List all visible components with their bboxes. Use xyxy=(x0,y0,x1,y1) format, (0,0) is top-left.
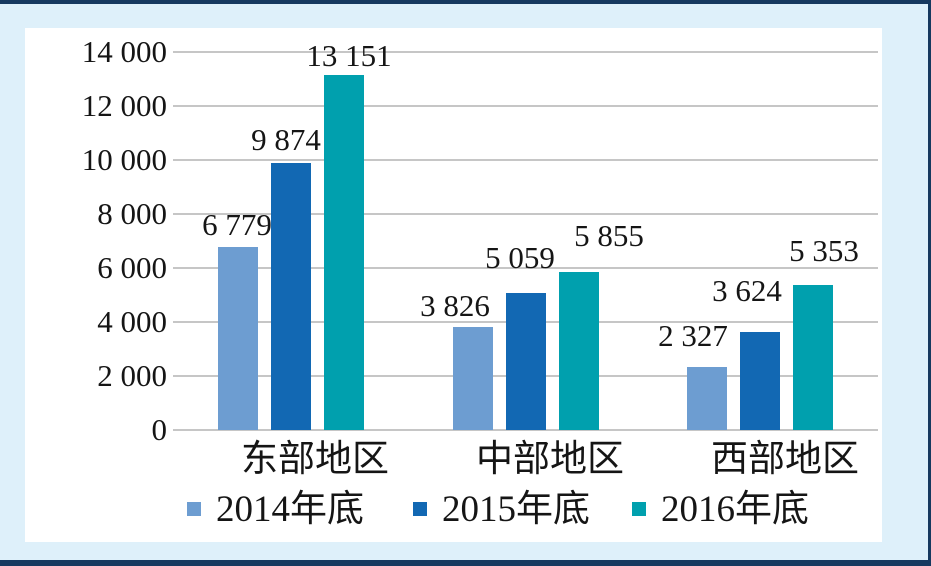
y-axis-tick-label-8000: 8 000 xyxy=(97,196,167,231)
bar-2015年底-东部地区 xyxy=(271,163,311,430)
gridline-10000 xyxy=(173,159,878,161)
data-label-2015年底-中部地区: 5 059 xyxy=(485,240,555,276)
data-label-2014年底-西部地区: 2 327 xyxy=(658,318,728,354)
legend-swatch-2015 xyxy=(413,502,427,516)
gridline-6000 xyxy=(173,267,878,269)
bar-2014年底-东部地区 xyxy=(218,246,258,430)
y-axis-tick-label-14000: 14 000 xyxy=(81,34,167,69)
y-axis-tick-label-12000: 12 000 xyxy=(81,88,167,123)
legend-label-2015: 2015年底 xyxy=(442,488,590,530)
y-axis-tick-label-10000: 10 000 xyxy=(81,142,167,177)
legend-swatch-2014 xyxy=(187,502,201,516)
gridline-0 xyxy=(173,429,878,431)
category-label-west: 西部地区 xyxy=(711,439,859,480)
legend-item-2016: 2016年底 xyxy=(632,491,809,528)
y-axis-tick-label-2000: 2 000 xyxy=(97,358,167,393)
category-label-east: 东部地区 xyxy=(241,439,389,480)
data-label-2014年底-中部地区: 3 826 xyxy=(420,287,490,323)
gridline-8000 xyxy=(173,213,878,215)
frame-border-top xyxy=(0,0,931,4)
frame-border-right xyxy=(928,0,931,566)
data-label-2015年底-西部地区: 3 624 xyxy=(712,273,782,309)
y-axis-tick-label-4000: 4 000 xyxy=(97,304,167,339)
bar-2015年底-西部地区 xyxy=(740,332,780,430)
bar-2016年底-中部地区 xyxy=(559,271,599,430)
data-label-2015年底-东部地区: 9 874 xyxy=(251,122,321,158)
category-label-central: 中部地区 xyxy=(476,439,624,480)
bar-2014年底-西部地区 xyxy=(687,367,727,430)
legend-item-2014: 2014年底 xyxy=(187,491,364,528)
legend-label-2014: 2014年底 xyxy=(216,488,364,530)
data-label-2014年底-东部地区: 6 779 xyxy=(202,206,272,242)
legend-label-2016: 2016年底 xyxy=(661,488,809,530)
data-label-2016年底-西部地区: 5 353 xyxy=(789,233,859,269)
gridline-14000 xyxy=(173,51,878,53)
frame-border-bottom xyxy=(0,560,931,566)
legend-swatch-2016 xyxy=(632,502,646,516)
legend-item-2015: 2015年底 xyxy=(413,491,590,528)
data-label-2016年底-中部地区: 5 855 xyxy=(574,217,644,253)
gridline-12000 xyxy=(173,105,878,107)
bar-2016年底-西部地区 xyxy=(793,285,833,430)
chart-panel xyxy=(25,28,882,542)
bar-2015年底-中部地区 xyxy=(506,293,546,430)
data-label-2016年底-东部地区: 13 151 xyxy=(306,37,392,73)
bar-2016年底-东部地区 xyxy=(324,74,364,430)
y-axis-tick-label-6000: 6 000 xyxy=(97,250,167,285)
bar-2014年底-中部地区 xyxy=(453,326,493,430)
y-axis-tick-label-0: 0 xyxy=(151,412,168,447)
